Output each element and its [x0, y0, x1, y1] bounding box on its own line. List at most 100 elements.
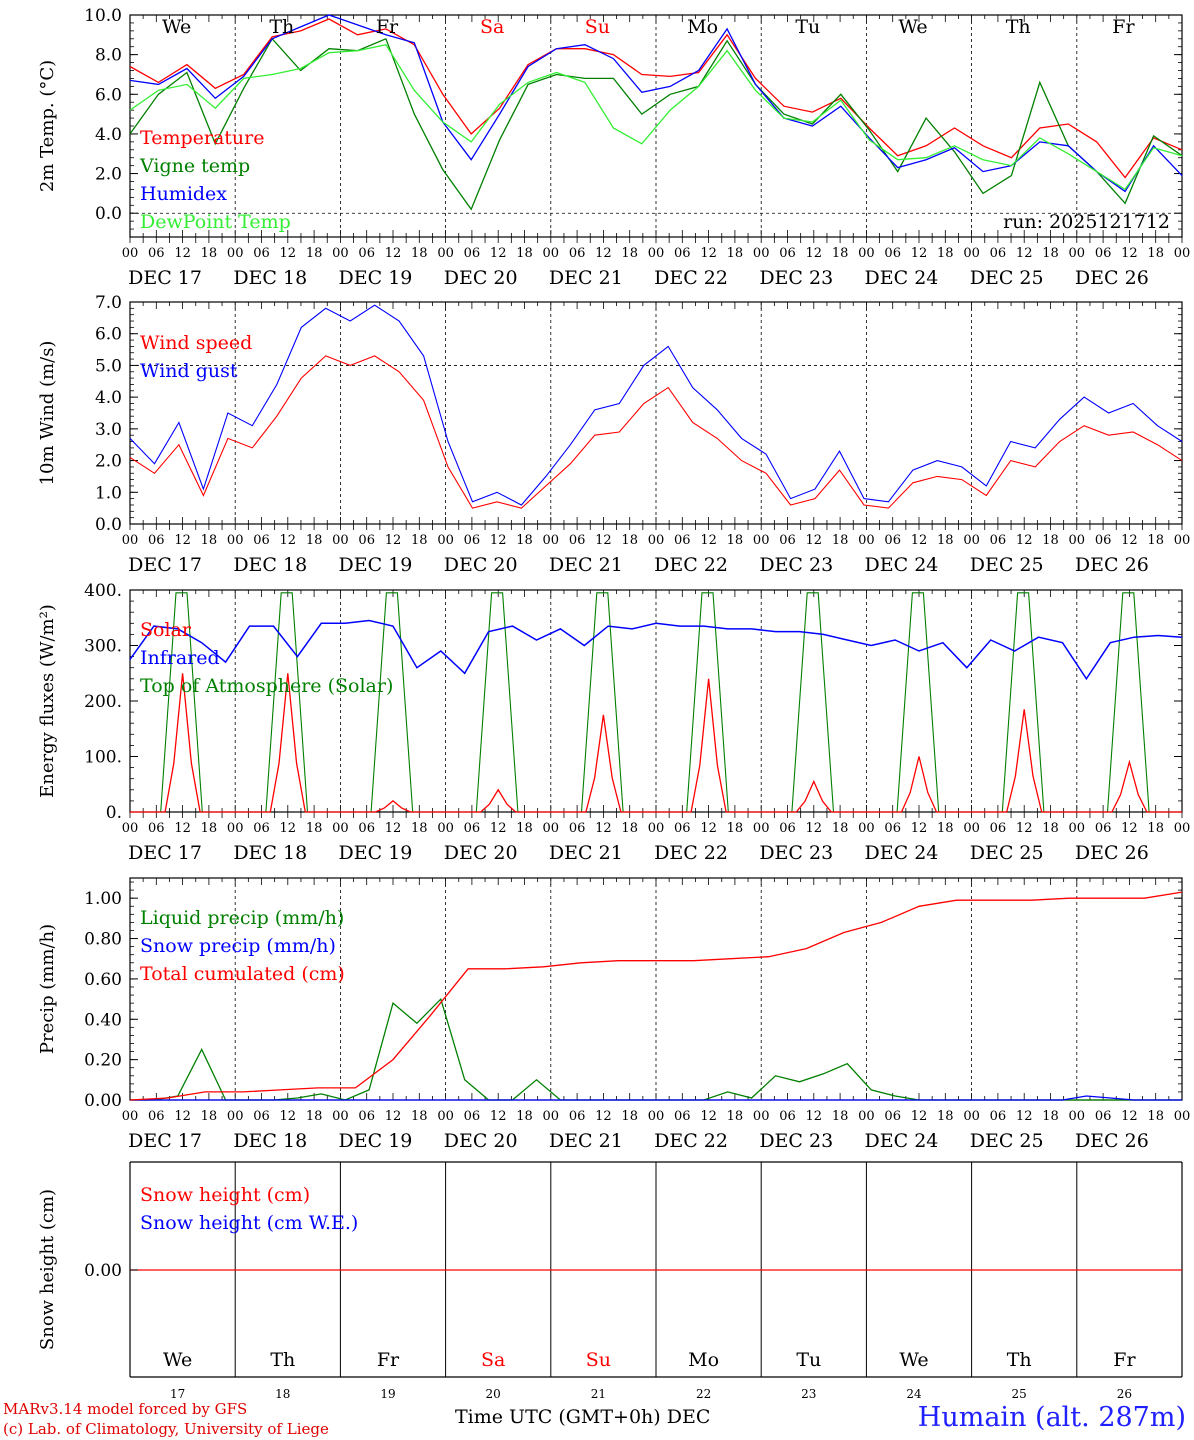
hour-tick-label: 06: [148, 533, 165, 548]
meteogram: 0.0 2.0 4.0 6.0 8.0 10.0 2m Temp. (°C) We Th Fr Sa…: [37, 6, 1190, 1400]
day-number-label: 25: [1012, 1387, 1027, 1400]
hour-tick-label: 18: [621, 1109, 638, 1124]
hour-tick-label: 00: [1069, 533, 1086, 548]
hour-tick-label: 12: [280, 533, 297, 548]
hour-tick-label: 18: [621, 533, 638, 548]
y-tick-label: 2.0: [95, 165, 122, 185]
date-label: DEC 19: [339, 554, 413, 576]
hour-tick-label: 00: [1069, 246, 1086, 261]
hour-tick-label: 06: [253, 1109, 270, 1124]
date-label: DEC 23: [759, 554, 833, 576]
hour-tick-label: 12: [1016, 533, 1033, 548]
y-tick-label: 0.00: [84, 1091, 122, 1111]
series-temperature: [129, 18, 1183, 179]
day-number-label: 26: [1117, 1387, 1132, 1400]
series-wind-gust: [129, 304, 1183, 506]
hour-tick-label: 06: [358, 1109, 375, 1124]
hour-tick-label: 18: [1147, 1109, 1164, 1124]
weekday-label: Tu: [795, 16, 820, 38]
hour-tick-label: 18: [516, 821, 533, 836]
legend-entry: Top of Atmosphere (Solar): [140, 675, 393, 697]
hour-tick-label: 18: [306, 533, 323, 548]
series-dewpoint-temp: [129, 43, 1183, 191]
hour-tick-label: 18: [516, 1109, 533, 1124]
date-label: DEC 19: [339, 842, 413, 864]
hour-tick-label: 00: [963, 533, 980, 548]
hour-tick-label: 18: [516, 533, 533, 548]
hour-tick-label: 00: [648, 1109, 665, 1124]
hour-tick-label: 18: [621, 246, 638, 261]
legend-entry: Infrared: [140, 647, 220, 669]
hour-tick-label: 00: [543, 246, 560, 261]
y-tick-label: 0.80: [84, 930, 122, 950]
y-tick-label: 400.: [84, 581, 122, 601]
hour-tick-label: 00: [437, 821, 454, 836]
hour-tick-label: 00: [227, 1109, 244, 1124]
y-tick-label: 2.0: [95, 452, 122, 472]
series-vigne-temp: [129, 37, 1183, 211]
model-credit: MARv3.14 model forced by GFS: [3, 1400, 248, 1418]
hour-tick-label: 18: [1147, 246, 1164, 261]
date-label: DEC 21: [549, 267, 623, 289]
hour-tick-label: 12: [174, 533, 191, 548]
hour-tick-label: 12: [1121, 821, 1138, 836]
date-label: DEC 24: [865, 554, 939, 576]
weekday-label: Sa: [481, 1349, 505, 1371]
hour-tick-label: 00: [858, 533, 875, 548]
legend-entry: Wind speed: [140, 332, 252, 354]
y-tick-label: 8.0: [95, 46, 122, 66]
legend-entry: DewPoint Temp: [140, 211, 291, 233]
date-label: DEC 23: [759, 1130, 833, 1152]
hour-tick-label: 00: [227, 246, 244, 261]
hour-tick-label: 12: [806, 1109, 823, 1124]
hour-tick-label: 00: [753, 246, 770, 261]
hour-tick-label: 18: [937, 246, 954, 261]
hour-tick-label: 18: [937, 1109, 954, 1124]
hour-tick-label: 18: [1042, 246, 1059, 261]
hour-tick-label: 12: [280, 1109, 297, 1124]
hour-tick-label: 12: [911, 533, 928, 548]
hour-tick-label: 12: [385, 821, 402, 836]
date-label: DEC 26: [1075, 554, 1149, 576]
hour-tick-label: 00: [1069, 1109, 1086, 1124]
y-tick-label: 6.0: [95, 85, 122, 105]
legend-entry: Total cumulated (cm): [140, 963, 345, 985]
date-label: DEC 22: [654, 267, 728, 289]
legend-entry: Snow height (cm W.E.): [140, 1212, 358, 1234]
date-label: DEC 18: [233, 1130, 307, 1152]
date-label: DEC 21: [549, 842, 623, 864]
hour-tick-label: 00: [227, 821, 244, 836]
weekday-label: Fr: [1113, 1349, 1136, 1371]
hour-tick-label: 06: [569, 821, 586, 836]
hour-tick-label: 06: [990, 821, 1007, 836]
hour-tick-label: 06: [674, 533, 691, 548]
hour-tick-label: 18: [306, 246, 323, 261]
weekday-label: Su: [586, 1349, 611, 1371]
hour-tick-label: 18: [832, 1109, 849, 1124]
hour-tick-label: 06: [148, 246, 165, 261]
hour-tick-label: 12: [174, 246, 191, 261]
date-label: DEC 18: [233, 554, 307, 576]
date-label: DEC 24: [865, 842, 939, 864]
hour-tick-label: 00: [858, 821, 875, 836]
date-label: DEC 22: [654, 554, 728, 576]
hour-tick-label: 12: [595, 821, 612, 836]
hour-tick-label: 06: [779, 533, 796, 548]
hour-tick-label: 12: [490, 821, 507, 836]
y-tick-label: 7.0: [95, 293, 122, 313]
run-annotation: run: 2025121712: [1003, 211, 1170, 233]
weekday-label: Th: [269, 16, 294, 38]
day-number-label: 18: [275, 1387, 290, 1400]
time-axis-title: Time UTC (GMT+0h) DEC: [455, 1406, 711, 1428]
hour-tick-label: 06: [884, 533, 901, 548]
date-label: DEC 23: [759, 267, 833, 289]
hour-tick-label: 00: [332, 533, 349, 548]
hour-tick-label: 06: [569, 533, 586, 548]
hour-tick-label: 12: [595, 1109, 612, 1124]
lab-credit: (c) Lab. of Climatology, University of L…: [3, 1420, 329, 1438]
hour-tick-label: 00: [753, 533, 770, 548]
date-label: DEC 25: [970, 554, 1044, 576]
hour-tick-label: 18: [411, 533, 428, 548]
date-label: DEC 19: [339, 1130, 413, 1152]
legend-entry: Vigne temp: [139, 155, 250, 177]
